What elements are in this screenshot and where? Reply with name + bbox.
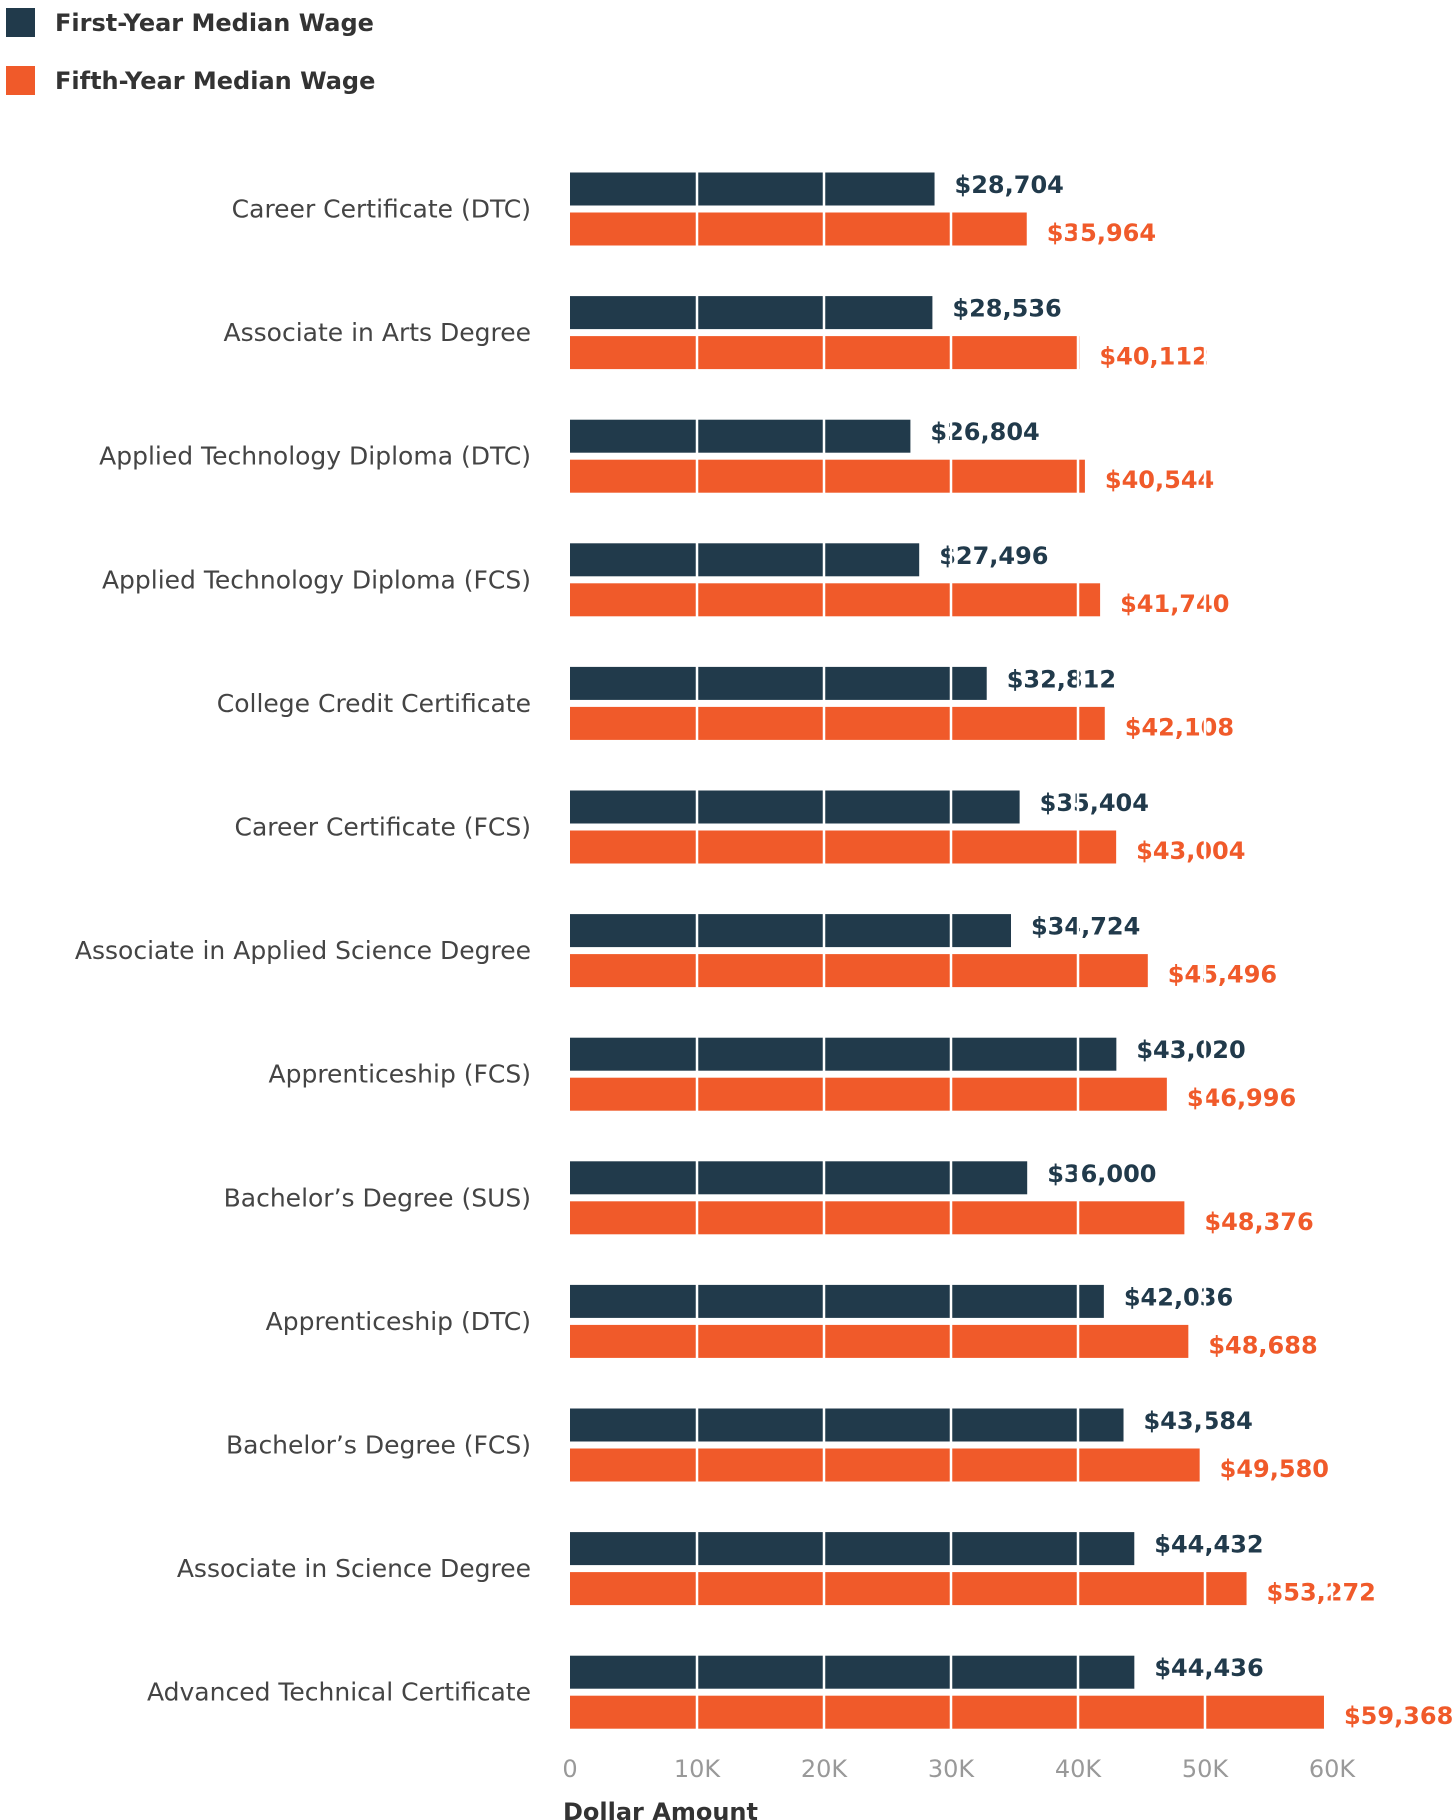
value-label: $28,704 xyxy=(955,171,1064,199)
value-label: $36,000 xyxy=(1047,1160,1156,1188)
bar xyxy=(570,954,1148,988)
x-tick-label: 10K xyxy=(674,1755,722,1783)
value-label: $28,536 xyxy=(952,295,1061,323)
value-label: $48,376 xyxy=(1204,1208,1313,1236)
x-tick-label: 30K xyxy=(928,1755,976,1783)
category-label: Associate in Applied Science Degree xyxy=(75,936,531,965)
category-label: Career Certificate (FCS) xyxy=(234,813,531,842)
value-label: $40,544 xyxy=(1105,466,1214,494)
value-label: $49,580 xyxy=(1220,1455,1329,1483)
x-axis-label: Dollar Amount xyxy=(563,1798,758,1820)
bar xyxy=(570,790,1020,824)
bar xyxy=(570,1408,1124,1442)
bar xyxy=(570,1037,1117,1071)
category-label: Apprenticeship (DTC) xyxy=(266,1307,531,1336)
category-label: Apprenticeship (FCS) xyxy=(268,1060,531,1089)
bar xyxy=(570,706,1105,740)
bar xyxy=(570,583,1101,617)
bar xyxy=(570,1448,1200,1482)
bar xyxy=(570,1572,1247,1606)
bar xyxy=(570,1161,1028,1195)
value-label: $32,812 xyxy=(1007,665,1116,693)
value-label: $59,368 xyxy=(1344,1702,1453,1730)
x-tick-label: 60K xyxy=(1309,1755,1357,1783)
value-label: $34,724 xyxy=(1031,913,1140,941)
value-label: $53,272 xyxy=(1267,1579,1376,1607)
legend-swatch xyxy=(6,8,35,37)
bar xyxy=(570,830,1117,864)
category-label: Applied Technology Diploma (FCS) xyxy=(102,565,531,594)
x-tick-label: 0 xyxy=(562,1755,577,1783)
value-label: $44,432 xyxy=(1154,1531,1263,1559)
x-tick-label: 40K xyxy=(1055,1755,1103,1783)
bar xyxy=(570,1695,1324,1729)
bar xyxy=(570,1324,1189,1358)
bar xyxy=(570,666,987,700)
category-label: Bachelor’s Degree (FCS) xyxy=(226,1431,531,1460)
value-label: $40,112 xyxy=(1099,343,1208,371)
bar xyxy=(570,1655,1135,1689)
legend-swatch xyxy=(6,66,35,95)
value-label: $43,004 xyxy=(1136,837,1245,865)
category-label: College Credit Certificate xyxy=(217,689,531,718)
bar xyxy=(570,459,1085,493)
legend-label: Fifth-Year Median Wage xyxy=(55,67,375,95)
category-label: Applied Technology Diploma (DTC) xyxy=(99,442,531,471)
value-label: $42,108 xyxy=(1125,713,1234,741)
category-label: Bachelor’s Degree (SUS) xyxy=(224,1183,531,1212)
value-label: $27,496 xyxy=(939,542,1048,570)
value-label: $43,584 xyxy=(1144,1407,1253,1435)
bar xyxy=(570,914,1011,948)
bar xyxy=(570,1201,1185,1235)
value-label: $45,496 xyxy=(1168,961,1277,989)
bar xyxy=(570,543,920,577)
bar xyxy=(570,1077,1167,1111)
value-label: $48,688 xyxy=(1208,1331,1317,1359)
bar xyxy=(570,172,935,206)
value-label: $43,020 xyxy=(1136,1036,1245,1064)
value-label: $35,404 xyxy=(1040,789,1149,817)
bar xyxy=(570,1532,1135,1566)
bar xyxy=(570,212,1027,246)
value-label: $44,436 xyxy=(1154,1654,1263,1682)
bar xyxy=(570,296,933,330)
x-tick-label: 20K xyxy=(801,1755,849,1783)
bar xyxy=(570,419,911,453)
value-label: $41,740 xyxy=(1120,590,1229,618)
legend-label: First-Year Median Wage xyxy=(55,9,374,37)
category-label: Career Certificate (DTC) xyxy=(232,195,531,224)
value-label: $46,996 xyxy=(1187,1084,1296,1112)
x-tick-label: 50K xyxy=(1182,1755,1230,1783)
bar xyxy=(570,1284,1104,1318)
value-label: $35,964 xyxy=(1047,219,1156,247)
value-label: $26,804 xyxy=(930,418,1039,446)
category-label: Advanced Technical Certificate xyxy=(147,1678,531,1707)
value-label: $42,036 xyxy=(1124,1283,1233,1311)
category-label: Associate in Science Degree xyxy=(177,1554,531,1583)
category-label: Associate in Arts Degree xyxy=(224,318,531,347)
